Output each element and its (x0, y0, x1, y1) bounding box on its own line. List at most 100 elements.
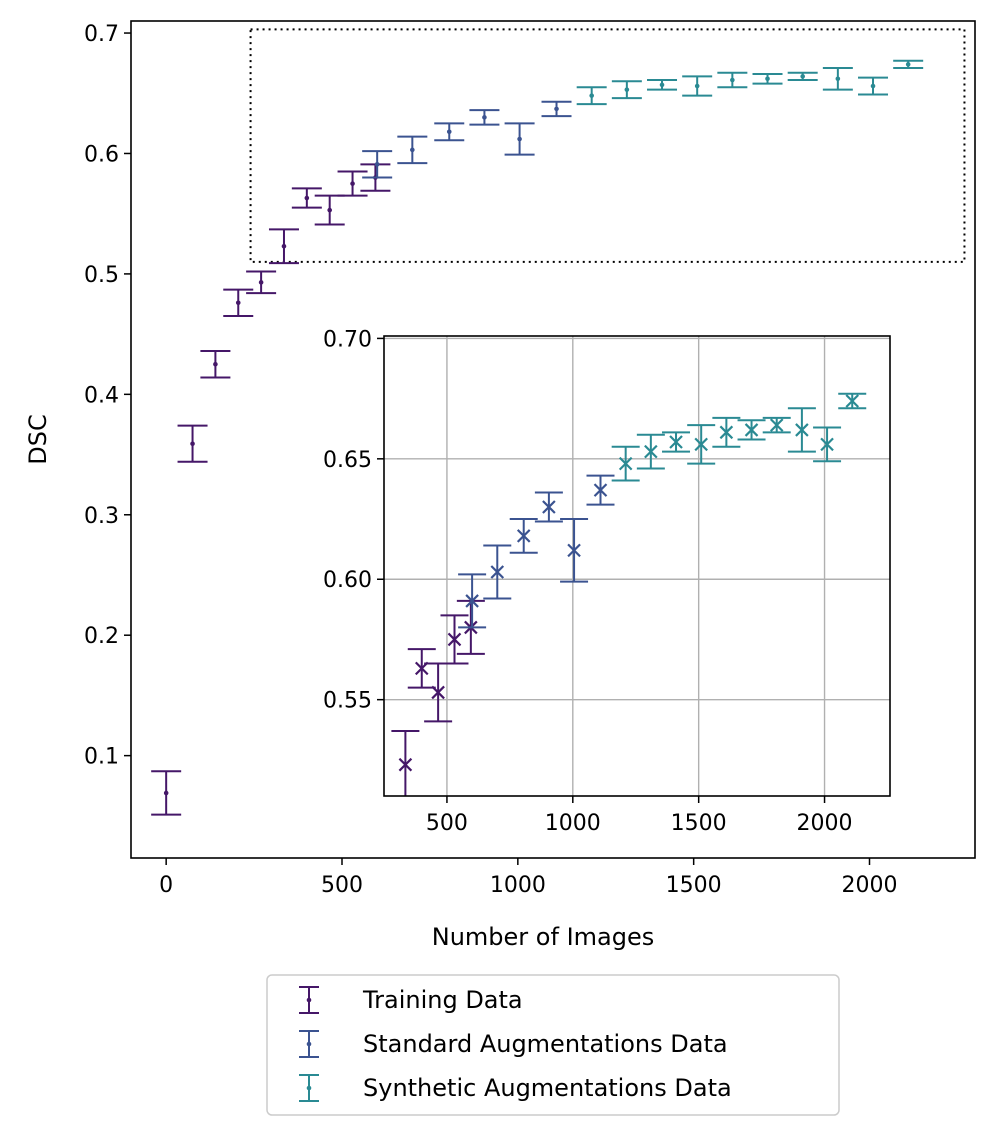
inset-point-1-3 (534, 491, 563, 523)
inset-point-2-2 (662, 431, 691, 453)
inset-y-tick-label: 0.60 (323, 568, 372, 593)
legend-item: Synthetic Augmentations Data (299, 1074, 732, 1102)
data-point-0-5 (268, 228, 299, 265)
data-point-0-1 (177, 424, 208, 463)
data-point-2-2 (647, 79, 678, 91)
marker-dot (410, 147, 415, 153)
y-axis-label: DSC (24, 414, 52, 464)
main-plot-frame (130, 20, 976, 859)
y-tick-label: 0.7 (84, 22, 119, 47)
x-axis-label: Number of Images (432, 923, 654, 951)
marker-x-stroke (744, 423, 759, 437)
marker-dot (350, 181, 355, 186)
data-point-2-9 (893, 59, 924, 69)
legend-label: Training Data (362, 986, 523, 1014)
marker-x-stroke (490, 565, 505, 579)
marker-dot (694, 83, 700, 89)
marker-dot (659, 82, 665, 88)
inset-point-2-3 (687, 424, 716, 465)
marker-x-stroke (769, 418, 784, 432)
data-point-2-1 (611, 80, 642, 100)
marker-dot (517, 136, 522, 142)
y-tick-label: 0.3 (84, 504, 119, 529)
marker-dot (589, 93, 594, 98)
inset-point-0-8 (440, 614, 469, 665)
marker-x-stroke (516, 529, 531, 543)
data-point-0-6 (291, 187, 322, 209)
legend-frame (266, 974, 840, 1116)
marker-x-stroke (694, 437, 708, 452)
inset-x-tick-label: 1000 (545, 811, 601, 836)
marker-x-stroke (644, 444, 658, 459)
inset-point-2-0 (611, 445, 640, 482)
marker-dot (554, 106, 559, 112)
inset-point-2-4 (712, 416, 741, 448)
data-point-0-8 (337, 170, 368, 197)
inset-point-2-8 (813, 426, 842, 463)
main-axes: 0 500 1000 1500 2000 0.1 0.2 0.3 0.4 0.5 0.6 0.7 (84, 20, 976, 898)
marker-dot (800, 74, 805, 79)
marker-x-stroke (845, 394, 860, 408)
data-point-1-5 (541, 100, 572, 118)
data-point-2-5 (752, 72, 783, 85)
data-point-1-1 (397, 135, 428, 165)
inset-frame (383, 335, 891, 797)
data-point-2-4 (717, 71, 748, 89)
marker-dot (306, 1085, 312, 1091)
inset-x-tick-label: 500 (426, 811, 468, 836)
marker-x-stroke (465, 594, 479, 608)
data-point-2-7 (822, 66, 853, 91)
marker-dot (374, 162, 380, 167)
marker-x-stroke (431, 685, 445, 700)
data-point-0-3 (223, 288, 254, 318)
data-point-2-8 (858, 76, 889, 96)
marker-dot (235, 300, 241, 306)
zoom-region-outline (249, 28, 966, 263)
y-tick-label: 0.4 (84, 383, 119, 408)
data-point-0-0 (151, 770, 182, 816)
legend-marker (299, 1030, 319, 1058)
marker-dot (304, 195, 310, 201)
inset-point-1-4 (560, 518, 589, 583)
inset-clipped-group (391, 392, 867, 796)
data-point-2-6 (787, 71, 818, 82)
inset-point-0-7 (424, 662, 453, 723)
marker-dot (163, 790, 169, 796)
marker-dot (765, 76, 770, 82)
data-point-1-4 (504, 122, 535, 156)
inset-point-1-5 (586, 474, 615, 506)
marker-x-stroke (795, 423, 809, 437)
x-tick-label: 0 (159, 873, 173, 898)
marker-x-stroke (567, 543, 581, 558)
marker-x-stroke (447, 632, 462, 647)
inset-point-1-1 (483, 544, 512, 600)
inset-point-0-6 (407, 648, 436, 689)
y-tick-label: 0.6 (84, 142, 119, 167)
main-data-points (151, 59, 924, 816)
inset-point-0-5 (391, 729, 420, 796)
marker-dot (482, 115, 487, 120)
legend-marker (299, 986, 319, 1014)
marker-dot (258, 280, 264, 285)
marker-x-stroke (820, 437, 834, 452)
legend-item: Training Data (299, 986, 523, 1014)
inset-y-tick-label: 0.65 (323, 448, 372, 473)
x-tick-label: 500 (321, 873, 363, 898)
legend-label: Standard Augmentations Data (363, 1030, 728, 1058)
marker-x-stroke (669, 435, 683, 449)
marker-dot (905, 62, 911, 67)
data-point-0-2 (200, 349, 231, 379)
marker-dot (730, 77, 735, 83)
inset-point-2-6 (762, 416, 791, 434)
marker-dot (306, 1041, 312, 1047)
marker-dot (835, 76, 841, 82)
inset-point-2-9 (838, 392, 867, 410)
legend-marker (299, 1074, 319, 1102)
marker-dot (624, 87, 630, 92)
legend-item: Standard Augmentations Data (299, 1030, 728, 1058)
inset-x-tick-label: 2000 (797, 811, 853, 836)
legend-label: Synthetic Augmentations Data (363, 1074, 732, 1102)
data-point-2-3 (682, 75, 713, 97)
marker-dot (281, 243, 287, 249)
marker-dot (870, 83, 876, 89)
